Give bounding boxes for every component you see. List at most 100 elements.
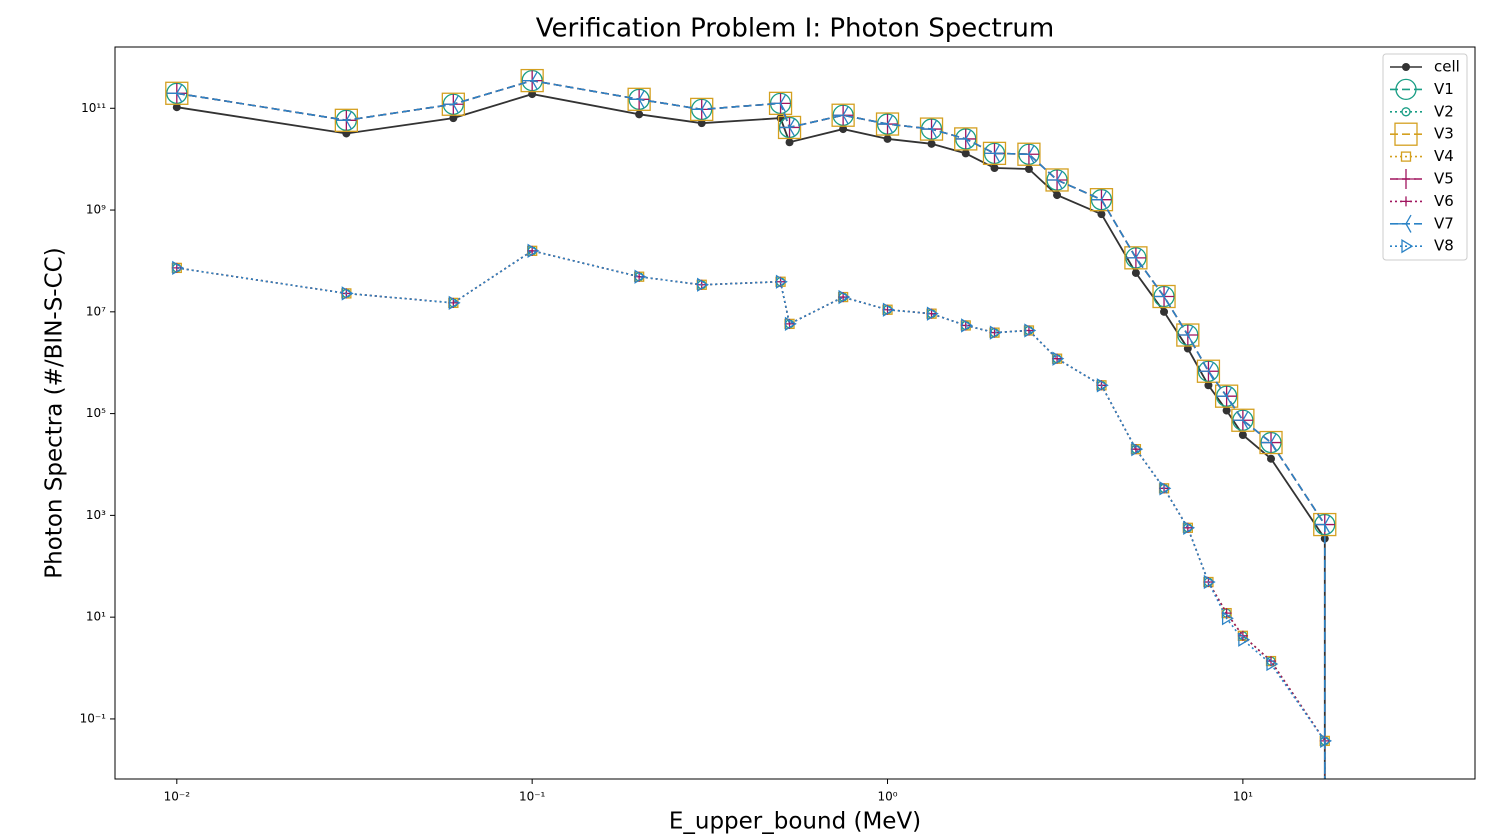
legend-label: V3 [1434,125,1454,143]
legend-label: V6 [1434,192,1454,210]
axes-frame [114,46,1476,780]
marker [961,149,970,158]
marker [1131,442,1144,457]
marker [1266,656,1279,672]
y-tick-label: 10¹ [86,610,106,624]
marker [634,269,647,284]
marker [1154,287,1170,306]
marker [831,103,855,127]
y-tick-label: 10⁷ [86,304,106,318]
marker [982,141,1007,166]
marker [1024,323,1037,338]
marker [785,138,794,147]
marker [336,111,352,130]
marker [1238,632,1251,647]
x-tick-label: 10¹ [1233,790,1253,804]
legend-label: V2 [1434,102,1454,120]
marker [1047,170,1063,189]
marker [448,295,461,311]
marker [449,114,458,123]
legend-marker [1402,63,1410,71]
marker [984,144,1001,163]
chart-title: Verification Problem I: Photon Spectrum [536,14,1055,44]
marker [1196,359,1221,383]
marker [166,84,183,103]
legend-marker [1401,239,1414,254]
marker [1089,188,1114,212]
marker [776,114,785,123]
x-tick-label: 10⁻² [164,790,191,804]
marker [1221,611,1234,626]
marker [1017,142,1041,166]
marker [1045,168,1069,192]
marker [1125,248,1142,267]
marker [341,286,354,301]
legend-marker [1401,196,1411,207]
y-tick-label: 10³ [86,508,106,522]
marker [989,325,1002,340]
marker [522,71,538,90]
marker [1091,190,1108,209]
marker [1152,284,1176,309]
y-tick-label: 10⁹ [86,203,106,217]
legend-label: V1 [1434,80,1454,98]
marker [1232,411,1249,430]
marker [954,127,978,151]
series-line [176,249,1326,779]
marker [775,274,788,289]
marker [1259,430,1283,455]
marker [1238,430,1247,439]
marker [1267,454,1276,463]
marker [1204,381,1213,390]
marker [1231,408,1255,432]
marker [882,302,895,317]
marker [784,316,797,332]
marker [1183,520,1196,535]
marker [1160,307,1169,316]
marker [1261,433,1277,452]
marker [697,119,706,128]
legend-label: cell [1434,58,1460,76]
marker [1198,362,1215,381]
marker [1314,515,1331,534]
marker [955,129,972,148]
marker [1131,268,1140,277]
marker [768,91,793,115]
x-tick-label: 10⁰ [877,790,897,804]
x-tick-label: 10⁻¹ [519,790,546,804]
y-tick-label: 10⁻¹ [80,711,107,725]
marker [875,112,900,136]
marker [1203,574,1216,590]
marker [1320,733,1333,749]
marker [1176,323,1200,347]
marker [1097,210,1106,219]
marker [334,108,359,132]
marker [1222,406,1231,415]
legend-label: V8 [1434,237,1454,255]
marker [1214,384,1239,408]
y-tick-label: 10⁵ [86,406,106,420]
marker [1159,481,1172,496]
marker [1177,326,1194,345]
marker [527,243,540,258]
marker [919,117,944,141]
marker [839,125,848,134]
legend-label: V7 [1434,214,1454,232]
marker [635,110,644,119]
legend-label: V4 [1434,147,1454,165]
y-axis-label: Photon Spectra (#/BIN-S-CC) [42,247,68,578]
legend-marker [1401,107,1411,117]
marker [833,106,849,125]
legend-marker [1395,78,1417,101]
marker [1124,246,1148,270]
legend-marker [1396,169,1416,189]
plot-area [165,68,1337,779]
marker [1313,512,1337,537]
marker [441,92,465,116]
marker [926,306,939,321]
marker [777,115,802,140]
marker [1216,387,1233,406]
marker [990,164,999,173]
marker [697,277,709,292]
marker [690,97,714,122]
